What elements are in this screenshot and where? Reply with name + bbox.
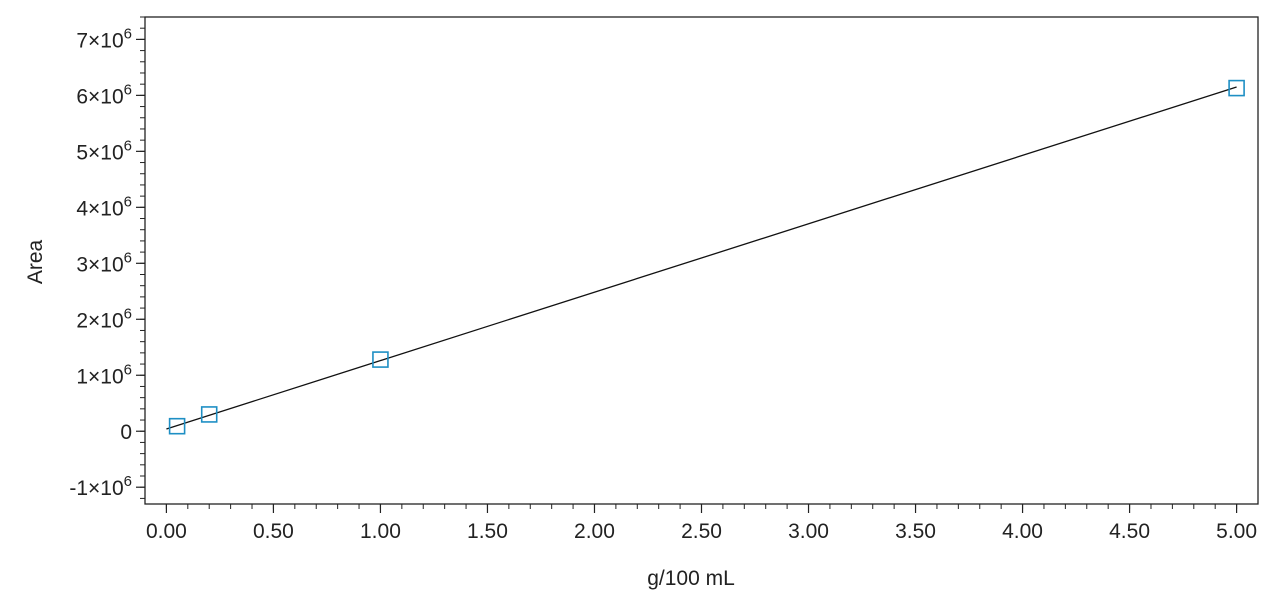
y-tick-label: 4×106 (76, 193, 132, 220)
plot-frame (144, 16, 1259, 505)
y-tick-label: 1×106 (76, 361, 132, 388)
x-tick-label: 2.50 (681, 520, 722, 543)
data-point-marker (168, 417, 186, 435)
x-tick-label: 0.00 (146, 520, 187, 543)
x-tick-label: 2.00 (574, 520, 615, 543)
fit-line (166, 86, 1237, 430)
y-tick-label: 3×106 (76, 249, 132, 276)
x-tick-label: 0.50 (253, 520, 294, 543)
x-axis: 0.00 0.50 1.00 1.50 2.00 2.50 3.00 3.50 4.00 4.50… (146, 504, 1257, 543)
y-tick-label: 5×106 (76, 137, 132, 164)
y-tick-label: -1×106 (69, 473, 132, 500)
y-tick-label: 0 (120, 421, 132, 444)
x-tick-label: 3.00 (788, 520, 829, 543)
data-points (168, 79, 1245, 435)
y-axis-title: Area (24, 240, 47, 285)
x-axis-title: g/100 mL (647, 567, 735, 590)
data-point-marker (200, 406, 218, 423)
y-tick-label: 2×106 (76, 305, 132, 332)
x-tick-label: 5.00 (1216, 520, 1257, 543)
x-tick-label: 1.50 (467, 520, 508, 543)
y-axis: -1×106 0 1×106 2×106 3×106 4×106 5×106 6×106 7×1… (69, 16, 145, 500)
x-tick-label: 4.50 (1109, 520, 1150, 543)
y-tick-label: 6×106 (76, 81, 132, 108)
data-point-marker (372, 351, 389, 368)
fit-line-group (166, 86, 1237, 430)
data-point-marker (1228, 79, 1245, 97)
x-tick-label: 4.00 (1002, 520, 1043, 543)
y-tick-label: 7×106 (76, 25, 132, 52)
x-tick-label: 3.50 (895, 520, 936, 543)
x-tick-label: 1.00 (360, 520, 401, 543)
